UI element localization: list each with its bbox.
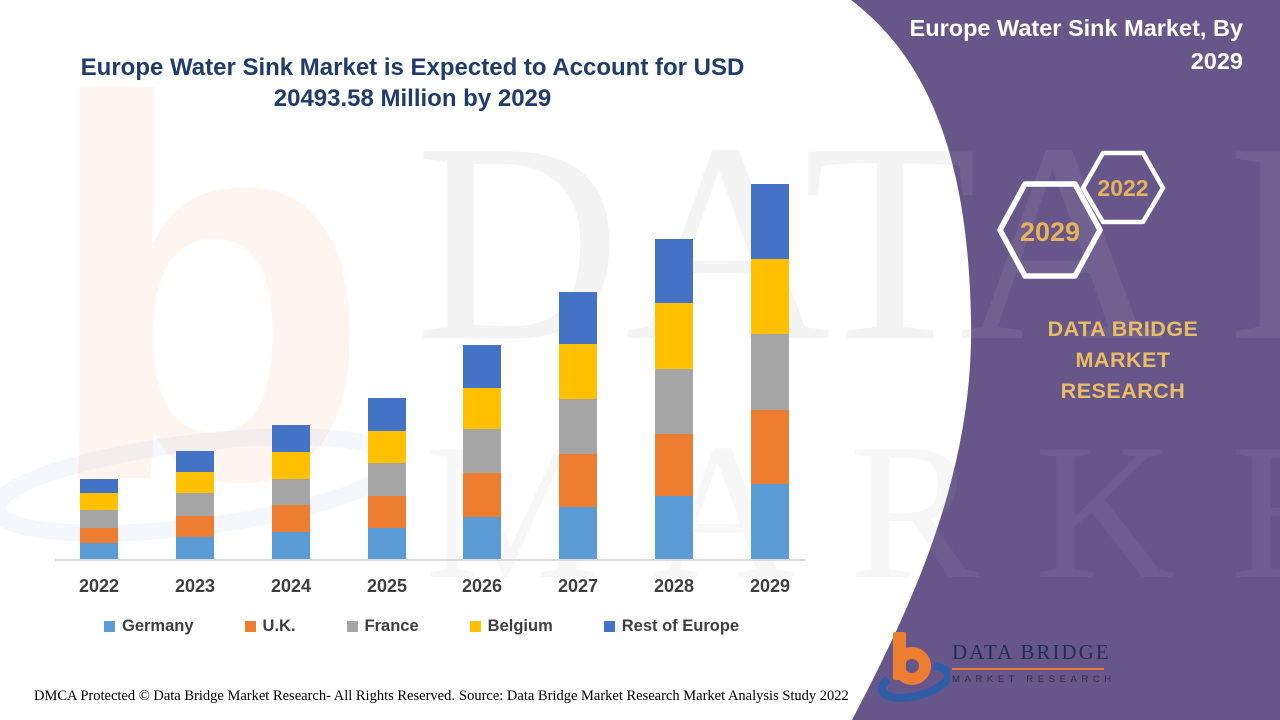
legend-label: Belgium (487, 617, 553, 635)
x-axis-label-2027: 2027 (557, 576, 599, 596)
bar-segment-belgium (655, 302, 693, 370)
x-axis-label-2025: 2025 (366, 576, 408, 596)
bar-segment-france (751, 334, 789, 411)
chart-title-line1: Europe Water Sink Market is Expected to … (80, 54, 745, 81)
bar-segment-france (463, 429, 501, 473)
bar-segment-u-k- (559, 453, 597, 508)
bar-segment-germany (80, 542, 118, 559)
bar-segment-rest-of-europe (559, 292, 597, 344)
legend-label: U.K. (262, 617, 296, 635)
bar-chart: 2022 2023 2024 2025 2026 2027 2028 2029 (55, 158, 810, 596)
legend-swatch-icon (346, 621, 358, 632)
legend-item-rest-of-europe: Rest of Europe (603, 617, 740, 636)
bar-segment-belgium (751, 258, 789, 335)
chart-title-line2: 20493.58 Million by 2029 (273, 85, 552, 112)
legend-swatch-icon (603, 621, 615, 632)
source-text: Source: Data Bridge Market Research Mark… (459, 688, 849, 704)
bar-segment-u-k- (80, 527, 118, 543)
bar-segment-rest-of-europe (751, 184, 789, 259)
bar-2027: 2027 (558, 292, 598, 596)
bar-segment-rest-of-europe (655, 239, 693, 303)
bar-segment-france (272, 478, 310, 506)
x-axis-label-2028: 2028 (653, 576, 695, 596)
bar-segment-germany (463, 517, 501, 559)
x-axis-label-2024: 2024 (270, 576, 312, 596)
chart-title: Europe Water Sink Market is Expected to … (60, 52, 765, 114)
bar-segment-france (559, 399, 597, 454)
x-axis-label-2026: 2026 (461, 576, 503, 596)
bar-2026: 2026 (462, 345, 502, 596)
legend-swatch-icon (469, 621, 481, 632)
bar-segment-belgium (368, 430, 406, 463)
bar-segment-u-k- (272, 505, 310, 533)
x-axis-label-2022: 2022 (78, 576, 120, 596)
bar-segment-rest-of-europe (463, 345, 501, 389)
bar-segment-france (368, 462, 406, 497)
bar-segment-belgium (80, 493, 118, 510)
bar-segment-germany (751, 484, 789, 559)
x-axis-label-2023: 2023 (174, 576, 216, 596)
bar-segment-germany (368, 527, 406, 559)
chart-legend: Germany U.K. France Belgium Rest of Europe (104, 617, 739, 636)
bar-segment-germany (559, 507, 597, 559)
bar-segment-u-k- (751, 410, 789, 485)
bar-segment-belgium (272, 451, 310, 479)
bar-segment-belgium (176, 471, 214, 493)
bar-2022: 2022 (79, 479, 119, 596)
legend-label: Germany (122, 617, 194, 635)
legend-item-belgium: Belgium (469, 617, 553, 636)
bar-2028: 2028 (654, 239, 694, 596)
bar-segment-france (176, 492, 214, 516)
legend-item-germany: Germany (104, 617, 194, 636)
bar-segment-u-k- (176, 515, 214, 537)
bar-segment-rest-of-europe (176, 451, 214, 472)
bar-segment-france (80, 510, 118, 528)
legend-swatch-icon (104, 621, 115, 632)
x-axis-line (55, 559, 805, 561)
bar-segment-rest-of-europe (272, 425, 310, 452)
bar-segment-germany (655, 496, 693, 559)
legend-item-france: France (346, 617, 419, 636)
x-axis-label-2029: 2029 (749, 576, 791, 596)
bar-2025: 2025 (367, 398, 407, 596)
bar-segment-belgium (559, 343, 597, 400)
legend-item-u-k-: U.K. (244, 617, 296, 636)
bar-2024: 2024 (271, 425, 311, 596)
legend-swatch-icon (244, 621, 256, 632)
bar-segment-u-k- (655, 433, 693, 497)
bar-segment-rest-of-europe (368, 398, 406, 431)
bar-segment-belgium (463, 388, 501, 430)
bar-segment-u-k- (463, 472, 501, 518)
bar-2023: 2023 (175, 451, 215, 596)
legend-label: France (364, 617, 419, 635)
legend-label: Rest of Europe (621, 617, 740, 635)
copyright-text: DMCA Protected © Data Bridge Market Rese… (34, 688, 455, 704)
bar-segment-u-k- (368, 496, 406, 528)
bar-segment-germany (272, 532, 310, 559)
bar-2029: 2029 (750, 184, 790, 596)
bar-segment-germany (176, 536, 214, 559)
bar-segment-france (655, 369, 693, 434)
bar-segment-rest-of-europe (80, 479, 118, 494)
